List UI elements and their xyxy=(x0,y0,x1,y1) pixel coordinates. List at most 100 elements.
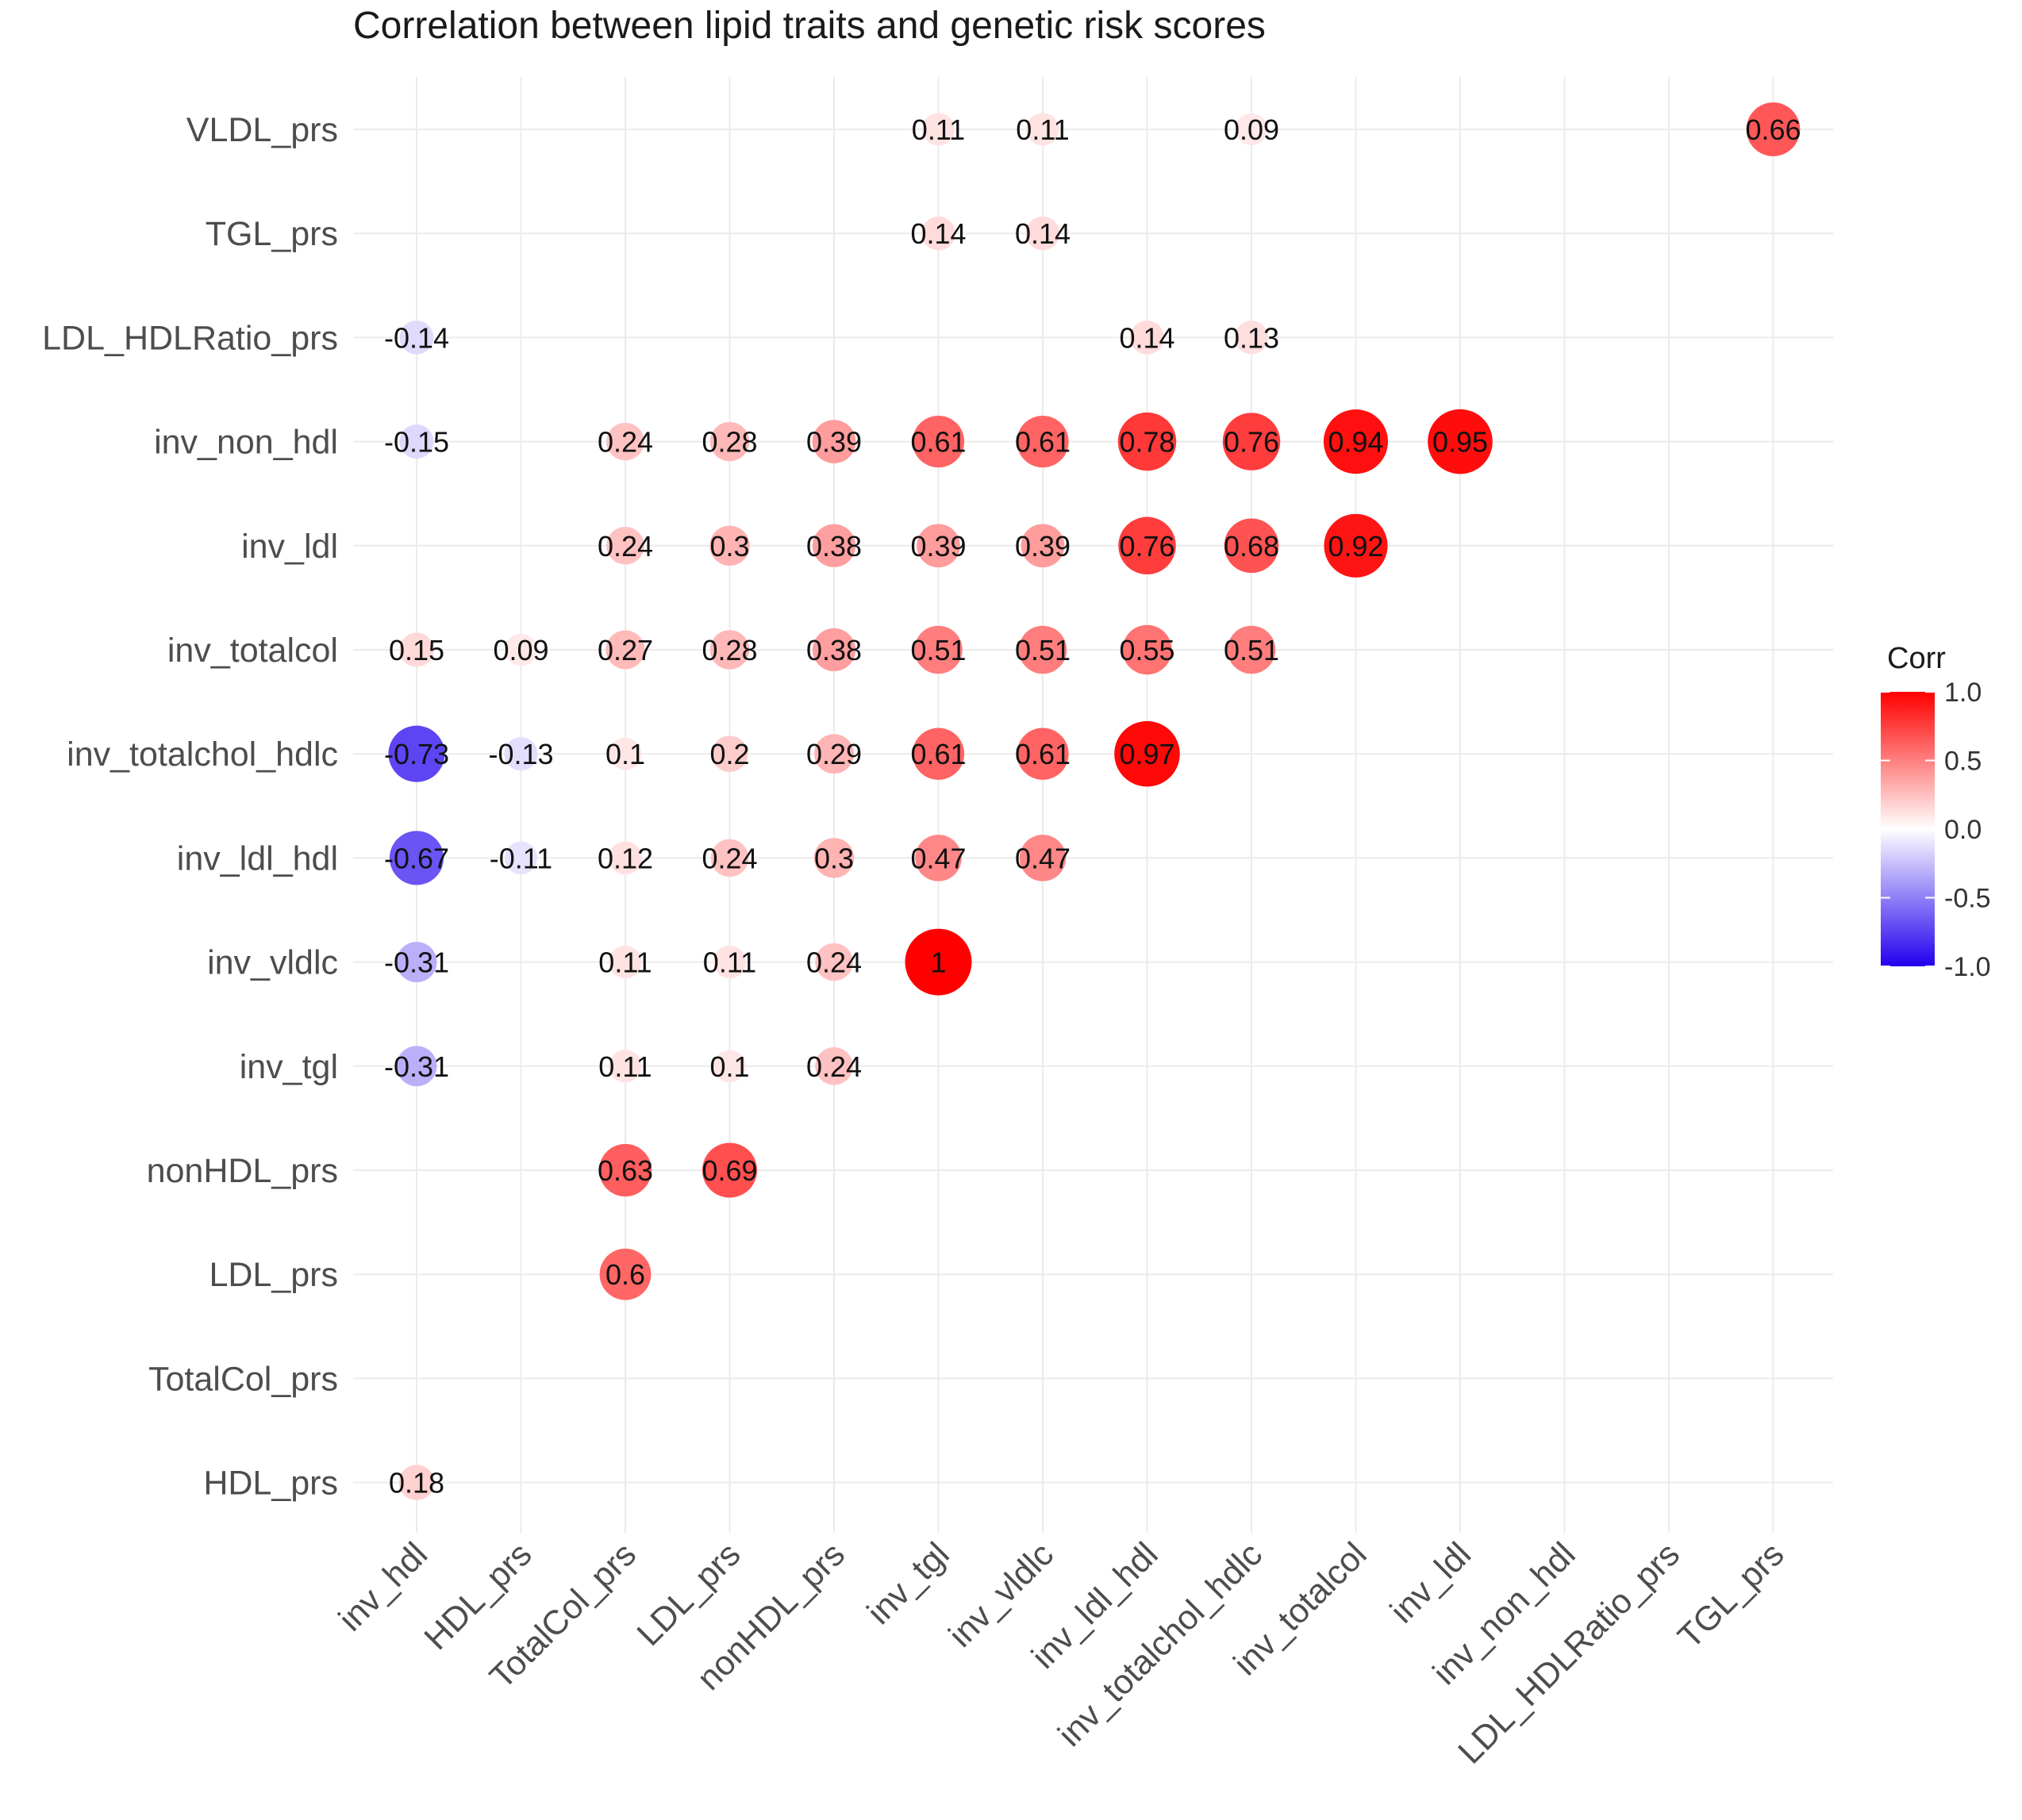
correlation-value-label: 0.38 xyxy=(806,530,862,563)
y-tick-label: inv_vldlc xyxy=(207,944,338,982)
correlation-circle xyxy=(1323,409,1389,474)
correlation-value-label: 0.28 xyxy=(702,634,757,666)
correlation-circle xyxy=(1428,409,1493,474)
correlation-value-label: 0.15 xyxy=(389,634,444,666)
correlation-circle xyxy=(1235,113,1268,146)
correlation-circle xyxy=(1025,216,1060,251)
correlation-circle xyxy=(912,415,965,468)
correlation-value-label: 0.61 xyxy=(1015,738,1071,770)
correlation-value-label: 0.61 xyxy=(910,426,966,459)
y-tick-label: nonHDL_prs xyxy=(147,1152,338,1190)
correlation-circle xyxy=(396,942,437,983)
correlation-value-label: 0.47 xyxy=(910,842,966,874)
correlation-value-label: 0.3 xyxy=(814,842,854,874)
correlation-circle xyxy=(599,1248,652,1300)
correlation-circle xyxy=(1118,516,1176,575)
correlation-circle xyxy=(813,838,855,878)
correlation-circle xyxy=(1234,321,1269,355)
correlation-value-label: 0.47 xyxy=(1015,842,1071,874)
correlation-value-label: 0.51 xyxy=(910,634,966,666)
correlation-value-label: -0.31 xyxy=(384,946,449,979)
legend-title: Corr xyxy=(1887,642,1946,675)
correlation-circle xyxy=(1224,518,1279,574)
y-tick-label: HDL_prs xyxy=(203,1465,338,1503)
correlation-value-label: 0.39 xyxy=(910,530,966,563)
correlation-value-label: 0.78 xyxy=(1119,426,1174,459)
x-axis-tick-labels: inv_hdlHDL_prsTotalCol_prsLDL_prsnonHDL_… xyxy=(332,1535,1792,1772)
correlation-circle xyxy=(598,1143,652,1197)
correlation-value-label: 0.12 xyxy=(598,842,653,874)
correlation-value-label: 0.6 xyxy=(605,1258,645,1291)
correlation-circle xyxy=(713,1050,746,1083)
correlation-value-label: 0.14 xyxy=(1015,217,1071,250)
correlation-value-label: 0.24 xyxy=(806,946,862,979)
correlation-value-label: 0.11 xyxy=(598,946,652,979)
correlation-value-label: 0.38 xyxy=(806,634,862,666)
correlation-value-label: 0.1 xyxy=(605,738,645,770)
y-tick-label: TGL_prs xyxy=(206,215,338,253)
correlation-circle xyxy=(388,725,445,782)
correlation-circle xyxy=(921,113,955,146)
correlation-circle xyxy=(1324,513,1388,578)
correlation-value-label: -0.13 xyxy=(488,738,553,770)
correlation-circle xyxy=(702,1142,758,1198)
correlation-circle xyxy=(398,1465,435,1500)
y-tick-label: VLDL_prs xyxy=(186,111,338,149)
y-tick-label: LDL_HDLRatio_prs xyxy=(42,319,338,357)
correlation-value-label: 0.51 xyxy=(1015,634,1071,666)
correlation-value-label: 0.95 xyxy=(1432,426,1488,459)
correlation-value-label: 0.66 xyxy=(1745,113,1801,146)
correlation-circle xyxy=(815,1047,853,1085)
legend-tick-label: 1.0 xyxy=(1944,678,1982,708)
correlation-circle xyxy=(606,527,644,565)
x-tick-label: inv_tgl xyxy=(860,1535,957,1632)
correlation-value-label: -0.73 xyxy=(384,738,449,770)
correlation-value-label: 1 xyxy=(930,946,946,979)
correlation-circle xyxy=(1130,321,1164,355)
correlation-value-label: 0.24 xyxy=(702,842,757,874)
correlation-value-label: 0.61 xyxy=(910,738,966,770)
correlation-value-label: 0.24 xyxy=(598,530,653,563)
correlation-value-label: 0.27 xyxy=(598,634,653,666)
correlation-circle xyxy=(1019,835,1067,881)
correlation-circle xyxy=(609,1050,642,1083)
correlation-value-label: 0.76 xyxy=(1119,530,1174,563)
correlation-circle xyxy=(917,524,960,568)
correlation-circle xyxy=(396,1046,437,1087)
correlation-value-label: 0.55 xyxy=(1119,634,1174,666)
legend-tick-label: 0.5 xyxy=(1944,747,1982,777)
correlation-value-label: 0.97 xyxy=(1119,738,1174,770)
correlation-circle xyxy=(711,735,748,772)
correlation-circle xyxy=(1222,413,1281,470)
correlation-circle xyxy=(1026,113,1059,146)
correlation-value-label: 0.69 xyxy=(702,1154,757,1187)
correlation-value-label: 0.39 xyxy=(1015,530,1071,563)
correlation-circle xyxy=(605,630,645,670)
legend: Corr 1.0 0.5 0.0 -0.5 -1.0 xyxy=(1881,642,1991,982)
correlation-circle xyxy=(915,835,962,881)
correlation-circle xyxy=(709,525,750,566)
correlation-circle xyxy=(815,943,853,981)
correlation-circle xyxy=(812,524,856,567)
correlation-value-label: -0.31 xyxy=(384,1050,449,1083)
correlation-circle xyxy=(709,421,750,462)
correlation-value-label: 0.76 xyxy=(1224,426,1279,459)
y-tick-label: inv_tgl xyxy=(240,1048,338,1086)
correlation-circle xyxy=(921,216,955,251)
correlation-value-label: 0.28 xyxy=(702,426,757,459)
correlation-circle xyxy=(814,734,854,774)
correlation-circle xyxy=(504,841,538,875)
correlation-circle xyxy=(609,841,642,875)
correlation-circle xyxy=(606,422,644,461)
correlation-value-label: 0.09 xyxy=(1224,113,1279,146)
correlation-value-label: 0.29 xyxy=(806,738,862,770)
y-tick-label: inv_totalcol xyxy=(167,632,338,670)
correlation-circle xyxy=(1114,720,1180,787)
correlation-circle xyxy=(505,633,537,666)
y-tick-label: LDL_prs xyxy=(209,1256,338,1294)
correlation-value-label: 0.13 xyxy=(1224,321,1279,354)
correlation-circle xyxy=(504,737,538,771)
x-tick-label: inv_ldl xyxy=(1383,1535,1478,1630)
correlation-circle xyxy=(399,632,434,667)
correlation-value-label: 0.2 xyxy=(709,738,749,770)
